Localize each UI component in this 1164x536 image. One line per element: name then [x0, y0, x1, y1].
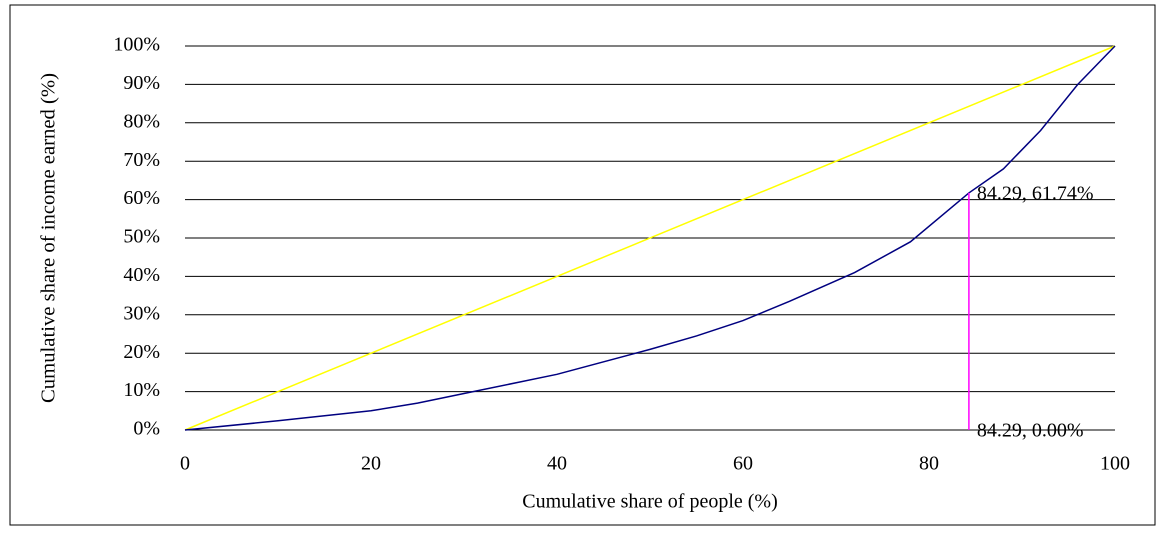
- series-line: [184, 45, 1116, 431]
- y-tick-label: 10%: [123, 379, 160, 401]
- y-tick-label: 20%: [123, 341, 160, 363]
- x-tick-label: 80: [919, 453, 939, 475]
- chart-frame: [9, 4, 1156, 526]
- x-tick-label: 100: [1100, 453, 1130, 475]
- y-tick-label: 100%: [113, 34, 160, 56]
- y-tick-label: 30%: [123, 302, 160, 324]
- data-label: 84.29, 61.74%: [977, 183, 1094, 205]
- data-label: 84.29, 0.00%: [977, 420, 1084, 442]
- y-tick-label: 60%: [123, 187, 160, 209]
- x-tick-label: 40: [547, 453, 567, 475]
- y-tick-label: 40%: [123, 264, 160, 286]
- y-tick-label: 80%: [123, 110, 160, 132]
- x-tick-label: 0: [180, 453, 190, 475]
- y-tick-label: 0%: [133, 418, 160, 440]
- x-tick-label: 20: [361, 453, 381, 475]
- y-tick-label: 70%: [123, 149, 160, 171]
- y-axis-title: Cumulative share of income earned (%): [38, 73, 60, 403]
- series-line: [184, 45, 1116, 431]
- y-tick-label: 90%: [123, 72, 160, 94]
- y-tick-label: 50%: [123, 226, 160, 248]
- x-tick-label: 60: [733, 453, 753, 475]
- x-axis-title: Cumulative share of people (%): [522, 491, 777, 513]
